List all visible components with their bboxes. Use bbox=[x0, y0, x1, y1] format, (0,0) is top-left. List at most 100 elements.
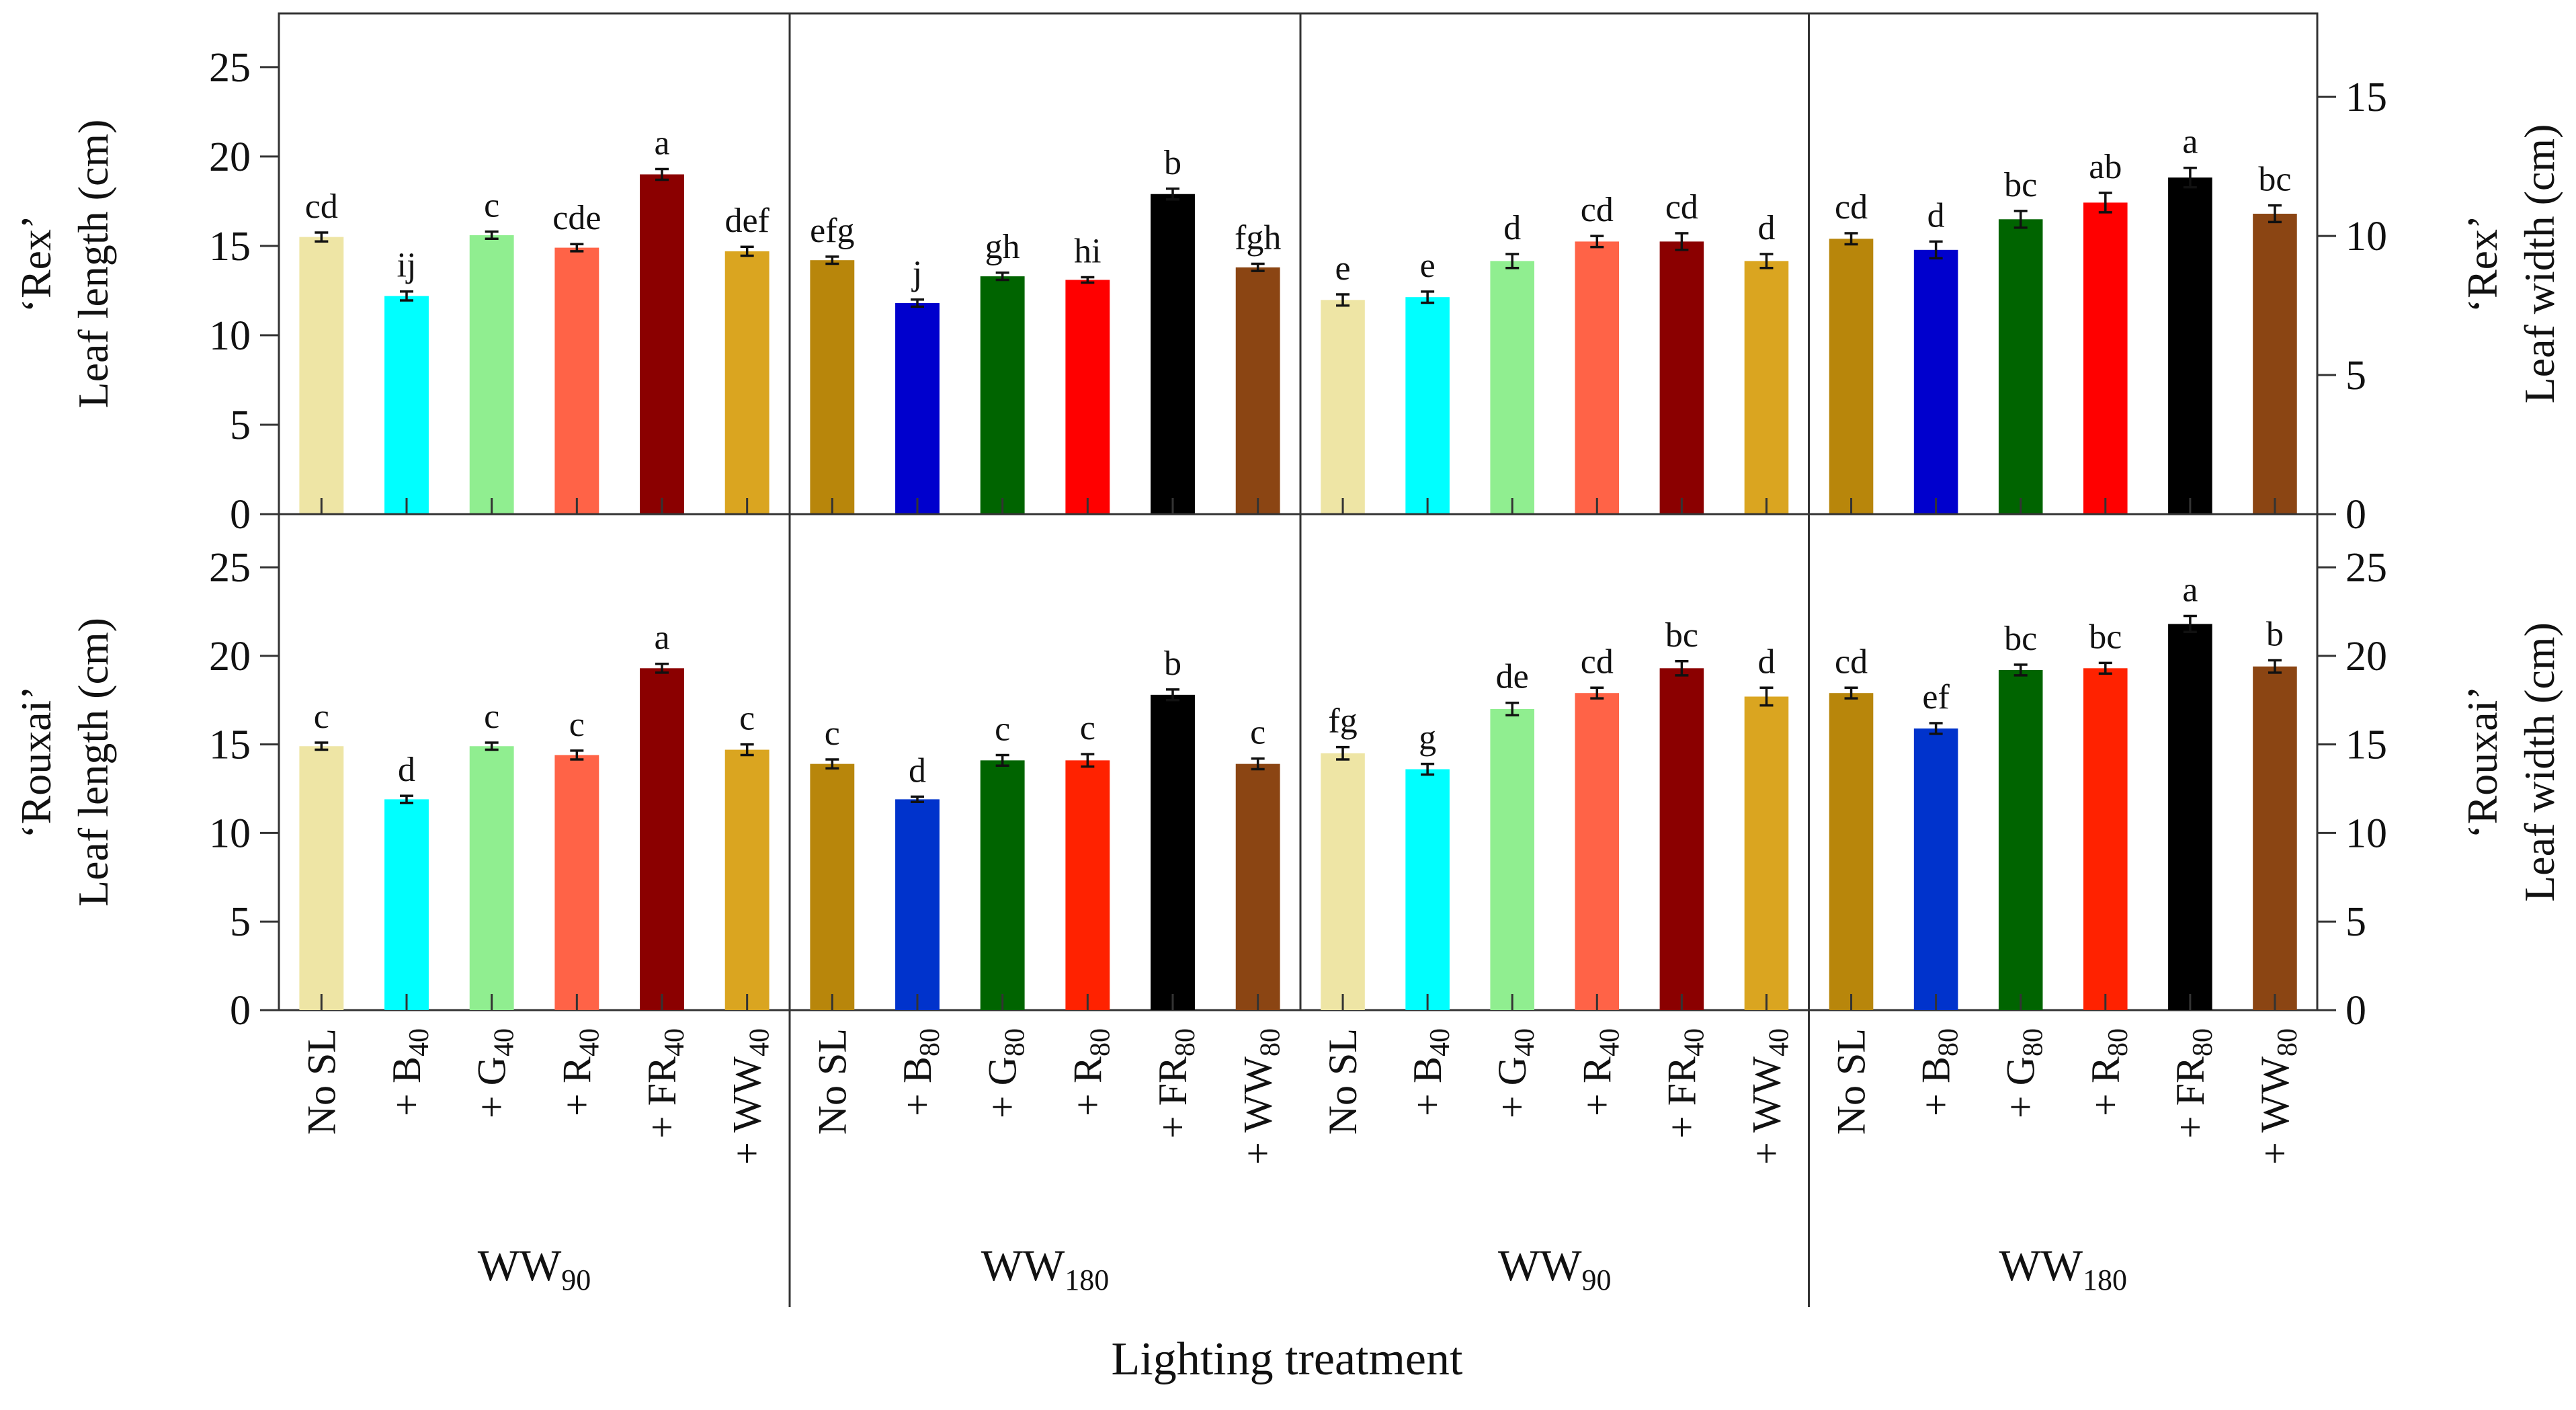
significance-letter: de bbox=[1496, 658, 1529, 696]
significance-letter: cd bbox=[1835, 642, 1868, 681]
y-tick-label: 0 bbox=[2345, 492, 2366, 538]
x-category-label: No SL bbox=[1321, 1028, 1365, 1134]
x-category-label: + FR40 bbox=[1659, 1028, 1710, 1138]
y-tick-label: 15 bbox=[2345, 722, 2387, 768]
bar bbox=[810, 763, 855, 1010]
x-category-label: No SL bbox=[1829, 1028, 1874, 1134]
x-category-label: + R40 bbox=[1575, 1028, 1625, 1116]
bar bbox=[1744, 696, 1789, 1010]
significance-letter: cd bbox=[305, 188, 338, 226]
y-tick-label: 5 bbox=[2345, 899, 2366, 945]
significance-letter: d bbox=[398, 751, 415, 789]
bar bbox=[299, 237, 344, 514]
significance-letter: fg bbox=[1328, 702, 1357, 741]
significance-letter: c bbox=[739, 700, 755, 738]
bar bbox=[554, 755, 599, 1010]
significance-letter: e bbox=[1420, 247, 1436, 285]
y-tick-label: 25 bbox=[209, 545, 251, 591]
significance-letter: bc bbox=[2004, 166, 2037, 204]
x-category-label: + G40 bbox=[470, 1028, 520, 1118]
y-tick-label: 20 bbox=[209, 634, 251, 679]
significance-letter: fgh bbox=[1235, 219, 1281, 257]
significance-letter: d bbox=[909, 751, 926, 790]
significance-letter: bc bbox=[2258, 161, 2291, 199]
x-category-label: + G40 bbox=[1490, 1028, 1540, 1118]
significance-letter: cde bbox=[552, 199, 601, 237]
bar bbox=[1151, 694, 1195, 1010]
x-category-label: + WW40 bbox=[725, 1028, 776, 1165]
x-category-label: + FR80 bbox=[2168, 1028, 2218, 1138]
y-tick-label: 0 bbox=[230, 988, 251, 1034]
bar bbox=[1575, 241, 1620, 514]
significance-letter: ef bbox=[1922, 678, 1950, 716]
bar bbox=[554, 247, 599, 514]
bar bbox=[1998, 669, 2043, 1010]
x-axis-title: Lighting treatment bbox=[1112, 1333, 1463, 1385]
bar bbox=[1490, 708, 1534, 1010]
significance-letter: c bbox=[995, 710, 1010, 748]
bar bbox=[640, 668, 684, 1010]
significance-letter: g bbox=[1419, 719, 1436, 757]
y-axis-label-measure: Leaf length (cm) bbox=[69, 120, 117, 409]
significance-letter: c bbox=[314, 698, 329, 736]
bar bbox=[1405, 769, 1450, 1010]
group-label: WW90 bbox=[1498, 1241, 1612, 1296]
bar bbox=[1744, 261, 1789, 514]
x-category-label: + B80 bbox=[895, 1028, 946, 1116]
x-category-label: + R80 bbox=[2083, 1028, 2134, 1116]
significance-letter: hi bbox=[1074, 232, 1101, 270]
bar bbox=[1575, 693, 1620, 1010]
x-category-label: + R40 bbox=[554, 1028, 605, 1116]
x-category-label: + WW80 bbox=[1236, 1028, 1286, 1165]
bar bbox=[1998, 219, 2043, 514]
y-axis-label-cultivar: ‘Rouxai’ bbox=[2458, 686, 2506, 839]
y-axis-label-cultivar: ‘Rouxai’ bbox=[12, 686, 60, 839]
group-label: WW180 bbox=[1999, 1241, 2127, 1296]
bar bbox=[2083, 668, 2128, 1010]
significance-letter: b bbox=[1164, 144, 1181, 182]
y-tick-label: 5 bbox=[230, 899, 251, 945]
y-tick-label: 10 bbox=[209, 811, 251, 856]
bar bbox=[640, 174, 684, 514]
y-tick-label: 0 bbox=[230, 492, 251, 538]
y-tick-label: 20 bbox=[2345, 634, 2387, 679]
significance-letter: gh bbox=[985, 228, 1020, 266]
significance-letter: def bbox=[724, 202, 770, 240]
group-label: WW180 bbox=[981, 1241, 1110, 1296]
significance-letter: c bbox=[1080, 709, 1095, 747]
significance-letter: d bbox=[1757, 209, 1775, 247]
significance-letter: cd bbox=[1581, 191, 1614, 229]
significance-letter: efg bbox=[810, 212, 854, 250]
x-category-label: + WW80 bbox=[2253, 1028, 2303, 1165]
bar bbox=[1659, 668, 1704, 1010]
bar bbox=[895, 799, 940, 1010]
bar bbox=[2083, 202, 2128, 514]
significance-letter: c bbox=[825, 714, 840, 753]
x-category-label: + B40 bbox=[384, 1028, 435, 1116]
bar bbox=[1321, 753, 1365, 1010]
bar bbox=[2168, 624, 2212, 1010]
x-category-label: + G80 bbox=[1999, 1028, 2049, 1118]
y-tick-label: 5 bbox=[2345, 353, 2366, 399]
panel-rex-width: 0 5 10 15 ‘Rex’ Leaf width (cm) e e d cd cd d cd d bc a… bbox=[1299, 12, 2563, 538]
y-tick-label: 15 bbox=[209, 722, 251, 768]
y-tick-label: 25 bbox=[209, 45, 251, 91]
significance-letter: cd bbox=[1835, 188, 1868, 226]
bar bbox=[724, 251, 770, 514]
bar bbox=[384, 296, 429, 514]
significance-letter: ab bbox=[2089, 148, 2122, 186]
significance-letter: cd bbox=[1665, 188, 1698, 226]
y-tick-label: 15 bbox=[209, 224, 251, 269]
x-category-label: No SL bbox=[299, 1028, 343, 1134]
bar bbox=[1151, 194, 1195, 514]
significance-letter: e bbox=[1335, 249, 1350, 288]
significance-letter: a bbox=[2182, 571, 2198, 610]
significance-letter: bc bbox=[2004, 620, 2037, 658]
bar bbox=[1065, 760, 1110, 1010]
y-tick-label: 0 bbox=[2345, 988, 2366, 1034]
bar bbox=[1829, 239, 1874, 514]
y-axis-label-measure: Leaf length (cm) bbox=[69, 618, 117, 907]
significance-letter: a bbox=[654, 124, 669, 162]
significance-letter: ij bbox=[397, 247, 417, 285]
significance-letter: b bbox=[1164, 645, 1181, 683]
